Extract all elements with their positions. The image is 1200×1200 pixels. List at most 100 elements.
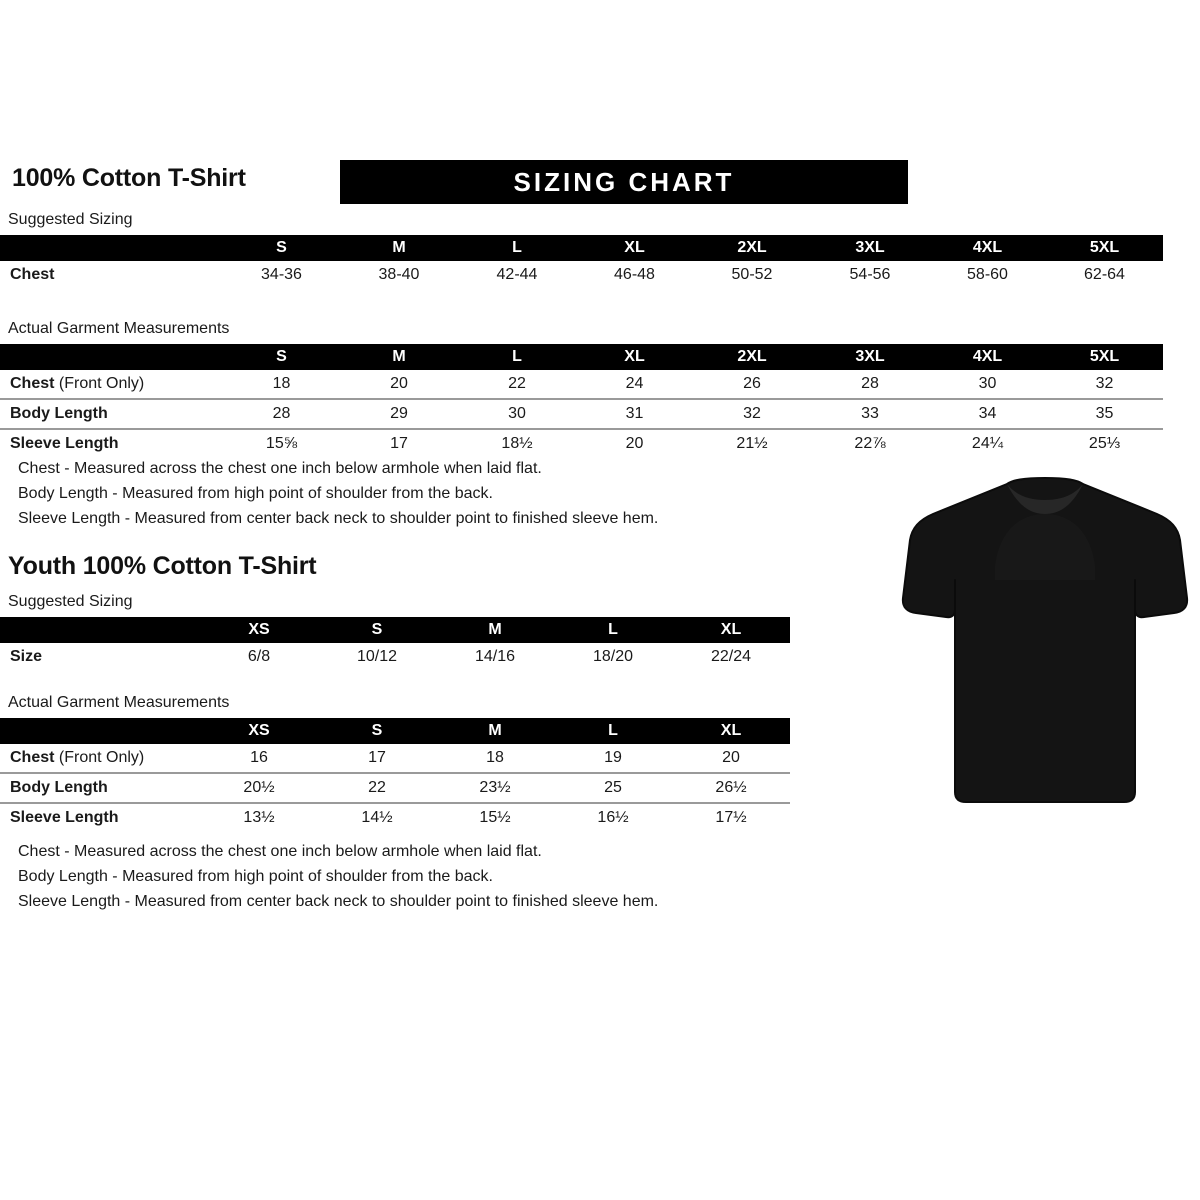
adult-suggested-table: S M L XL 2XL 3XL 4XL 5XL Chest 34-36 38-40 42-44 46-…: [0, 235, 1163, 289]
youth-garment-cell-s: 22: [318, 772, 436, 803]
youth-suggested-header-m: M: [488, 621, 502, 638]
adult-note-2: Body Length - Measured from high point o…: [18, 485, 493, 502]
adult-garment-cell-l: 30: [458, 398, 576, 429]
adult-garment-cell-xl: 31: [576, 398, 693, 429]
youth-garment-cell-xl: 20: [672, 744, 790, 773]
adult-garment-cell-5xl: 25⅓: [1046, 428, 1163, 458]
table-row: Size 6/8 10/12 14/16 18/20 22/24: [0, 643, 790, 671]
sizing-chart-banner: SIZING CHART: [340, 160, 908, 204]
adult-garment-cell-3xl: 33: [811, 398, 929, 429]
youth-suggested-header-xl: XL: [720, 621, 742, 638]
tshirt-illustration: [895, 470, 1195, 810]
youth-garment-rowlabel: Sleeve Length: [0, 802, 200, 832]
tshirt-icon: [901, 477, 1189, 803]
adult-garment-cell-s: 18: [223, 370, 340, 399]
adult-suggested-header-3xl: 3XL: [855, 239, 885, 256]
adult-garment-cell-2xl: 21½: [693, 428, 811, 458]
youth-suggested-cell-xl: 22/24: [672, 643, 790, 671]
adult-garment-cell-xl: 20: [576, 428, 693, 458]
adult-garment-cell-3xl: 28: [811, 370, 929, 399]
adult-suggested-header-s: S: [276, 239, 287, 256]
adult-suggested-header-row: S M L XL 2XL 3XL 4XL 5XL: [0, 235, 1163, 261]
youth-note-3: Sleeve Length - Measured from center bac…: [18, 893, 659, 910]
adult-suggested-header-xl: XL: [624, 239, 645, 256]
adult-garment-header-2xl: 2XL: [737, 348, 767, 365]
adult-suggested-caption: Suggested Sizing: [8, 211, 133, 228]
adult-garment-cell-m: 20: [340, 370, 458, 399]
adult-garment-cell-m: 29: [340, 398, 458, 429]
adult-garment-caption: Actual Garment Measurements: [8, 320, 230, 337]
adult-garment-cell-l: 22: [458, 370, 576, 399]
adult-suggested-header-5xl: 5XL: [1089, 239, 1120, 256]
adult-suggested-header-4xl: 4XL: [972, 239, 1003, 256]
youth-garment-header-s: S: [371, 722, 383, 739]
youth-measurement-notes: Chest - Measured across the chest one in…: [18, 843, 658, 918]
adult-suggested-header-m: M: [392, 239, 406, 256]
adult-measurement-notes: Chest - Measured across the chest one in…: [18, 460, 658, 535]
youth-suggested-cell-m: 14/16: [436, 643, 554, 671]
adult-garment-header-4xl: 4XL: [972, 348, 1003, 365]
adult-garment-header-3xl: 3XL: [855, 348, 885, 365]
youth-garment-cell-m: 18: [436, 744, 554, 773]
table-row: Chest 34-36 38-40 42-44 46-48 50-52 54-56 58-60…: [0, 261, 1163, 289]
youth-garment-header-row: XS S M L XL: [0, 718, 790, 744]
youth-garment-header-xl: XL: [720, 722, 742, 739]
adult-garment-table: S M L XL 2XL 3XL 4XL 5XL Chest (Front Only) 18 20 2…: [0, 344, 1163, 458]
adult-garment-header-5xl: 5XL: [1089, 348, 1120, 365]
adult-garment-rowlabel: Body Length: [0, 398, 223, 429]
adult-garment-cell-4xl: 34: [929, 398, 1046, 429]
sizing-chart-banner-label: SIZING CHART: [513, 167, 735, 197]
table-row: Sleeve Length 15⅝ 17 18½ 20 21½ 22⅞ 24¼ 25⅓: [0, 428, 1163, 458]
youth-suggested-rowlabel: Size: [0, 643, 200, 671]
adult-suggested-cell-m: 38-40: [340, 261, 458, 289]
adult-garment-header-m: M: [392, 348, 406, 365]
adult-garment-cell-5xl: 35: [1046, 398, 1163, 429]
adult-suggested-cell-4xl: 58-60: [929, 261, 1046, 289]
adult-suggested-header-rowlabel: [0, 235, 223, 261]
adult-garment-cell-2xl: 26: [693, 370, 811, 399]
youth-suggested-header-rowlabel: [0, 617, 200, 643]
youth-garment-cell-xs: 20½: [200, 772, 318, 803]
adult-garment-header-rowlabel: [0, 344, 223, 370]
table-row: Sleeve Length 13½ 14½ 15½ 16½ 17½: [0, 802, 790, 832]
adult-garment-cell-m: 17: [340, 428, 458, 458]
adult-suggested-cell-5xl: 62-64: [1046, 261, 1163, 289]
youth-suggested-header-l: L: [608, 621, 618, 638]
youth-suggested-header-row: XS S M L XL: [0, 617, 790, 643]
table-row: Chest (Front Only) 18 20 22 24 26 28 30 32: [0, 370, 1163, 399]
adult-garment-rowlabel-suffix: (Front Only): [54, 375, 145, 392]
youth-note-1: Chest - Measured across the chest one in…: [18, 843, 542, 860]
youth-section-title: Youth 100% Cotton T-Shirt: [8, 552, 317, 580]
youth-garment-table: XS S M L XL Chest (Front Only) 16 17 18 19 20 Body …: [0, 718, 790, 832]
table-row: Chest (Front Only) 16 17 18 19 20: [0, 744, 790, 773]
youth-garment-cell-xl: 26½: [672, 772, 790, 803]
youth-garment-cell-l: 19: [554, 744, 672, 773]
youth-garment-cell-xs: 16: [200, 744, 318, 773]
adult-suggested-cell-l: 42-44: [458, 261, 576, 289]
adult-suggested-rowlabel: Chest: [0, 261, 223, 289]
youth-garment-cell-m: 23½: [436, 772, 554, 803]
adult-garment-header-xl: XL: [624, 348, 645, 365]
youth-garment-cell-s: 17: [318, 744, 436, 773]
adult-garment-cell-xl: 24: [576, 370, 693, 399]
youth-garment-rowlabel: Chest (Front Only): [0, 744, 200, 773]
youth-garment-cell-s: 14½: [318, 802, 436, 832]
youth-note-2: Body Length - Measured from high point o…: [18, 868, 493, 885]
adult-suggested-header-l: L: [512, 239, 522, 256]
adult-garment-header-s: S: [276, 348, 287, 365]
adult-suggested-cell-xl: 46-48: [576, 261, 693, 289]
adult-garment-cell-l: 18½: [458, 428, 576, 458]
adult-suggested-cell-2xl: 50-52: [693, 261, 811, 289]
adult-garment-rowlabel: Sleeve Length: [0, 428, 223, 458]
adult-garment-cell-3xl: 22⅞: [811, 428, 929, 458]
youth-garment-rowlabel: Body Length: [0, 772, 200, 803]
youth-garment-cell-l: 16½: [554, 802, 672, 832]
header: 100% Cotton T-Shirt SIZING CHART: [8, 160, 908, 208]
youth-suggested-table: XS S M L XL Size 6/8 10/12 14/16 18/20 22/24: [0, 617, 790, 671]
adult-garment-cell-4xl: 30: [929, 370, 1046, 399]
youth-suggested-cell-l: 18/20: [554, 643, 672, 671]
adult-garment-header-l: L: [512, 348, 522, 365]
adult-note-3: Sleeve Length - Measured from center bac…: [18, 510, 659, 527]
youth-suggested-header-xs: XS: [248, 621, 270, 638]
youth-garment-cell-xs: 13½: [200, 802, 318, 832]
